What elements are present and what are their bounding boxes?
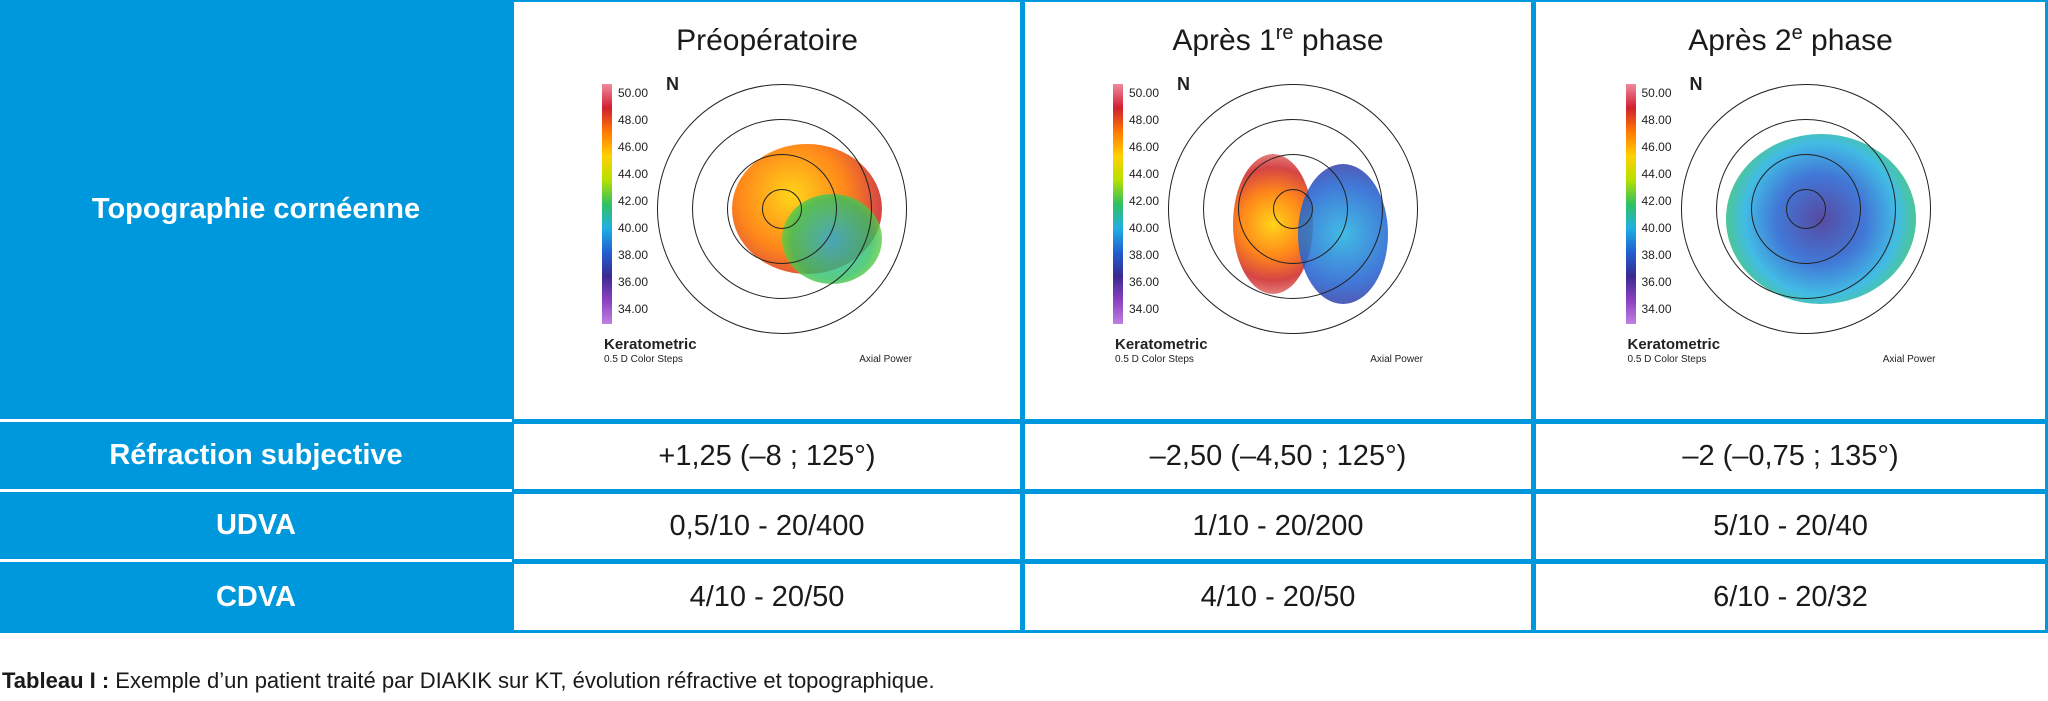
results-table: Topographie cornéenne Préopératoire 50.0… (0, 0, 2048, 633)
map-axial: Axial Power (1882, 354, 1936, 365)
map-label: Keratometric (604, 336, 697, 353)
topography-map: 50.00 48.00 46.00 44.00 42.00 40.00 38.0… (1113, 74, 1443, 394)
column-title: Après 1re phase (1172, 22, 1384, 57)
cdva-cell: 4/10 - 20/50 (1023, 562, 1534, 633)
row-header-label: Topographie cornéenne (91, 193, 421, 225)
cdva-cell: 6/10 - 20/32 (1534, 562, 2048, 633)
refraction-cell: –2,50 (–4,50 ; 125°) (1023, 422, 1534, 492)
map-axial: Axial Power (1370, 354, 1423, 365)
row-header-label: CDVA (215, 581, 297, 613)
column-title: Préopératoire (676, 24, 858, 57)
topography-map: 50.00 48.00 46.00 44.00 42.00 40.00 38.0… (1625, 74, 1956, 394)
udva-cell: 0,5/10 - 20/400 (512, 492, 1023, 562)
udva-cell: 1/10 - 20/200 (1023, 492, 1534, 562)
row-header-udva: UDVA (0, 492, 512, 562)
row-header-label: Réfraction subjective (109, 439, 403, 471)
map-steps: 0.5 D Color Steps (1115, 354, 1194, 365)
refraction-cell: +1,25 (–8 ; 125°) (512, 422, 1023, 492)
color-scale: 50.00 48.00 46.00 44.00 42.00 40.00 38.0… (602, 84, 662, 324)
topography-cell: Préopératoire 50.00 48.00 46.00 44.00 42… (512, 0, 1023, 422)
topography-cell: Après 1re phase 50.00 48.00 46.00 44.00 … (1023, 0, 1534, 422)
udva-cell: 5/10 - 20/40 (1534, 492, 2048, 562)
refraction-cell: –2 (–0,75 ; 135°) (1534, 422, 2048, 492)
column-title: Après 2e phase (1688, 22, 1893, 57)
topography-map: 50.00 48.00 46.00 44.00 42.00 40.00 38.0… (602, 74, 932, 394)
table-caption: Tableau I : Exemple d’un patient traité … (2, 668, 935, 694)
north-marker: N (666, 74, 679, 94)
row-header-topography: Topographie cornéenne (0, 0, 512, 422)
map-label: Keratometric (1627, 336, 1721, 353)
color-scale: 50.00 48.00 46.00 44.00 42.00 40.00 38.0… (1625, 84, 1686, 324)
row-header-cdva: CDVA (0, 562, 512, 633)
topography-cell: Après 2e phase 50.00 48.00 46.00 44.00 4… (1534, 0, 2048, 422)
row-header-label: UDVA (215, 509, 297, 541)
map-steps: 0.5 D Color Steps (604, 354, 683, 365)
north-marker: N (1177, 74, 1190, 94)
map-steps: 0.5 D Color Steps (1627, 354, 1707, 365)
caption-text: Exemple d’un patient traité par DIAKIK s… (109, 668, 935, 693)
map-axial: Axial Power (859, 354, 912, 365)
color-scale: 50.00 48.00 46.00 44.00 42.00 40.00 38.0… (1113, 84, 1173, 324)
north-marker: N (1689, 74, 1703, 94)
caption-label: Tableau I : (2, 668, 110, 693)
map-label: Keratometric (1115, 336, 1208, 353)
row-header-refraction: Réfraction subjective (0, 422, 512, 492)
cdva-cell: 4/10 - 20/50 (512, 562, 1023, 633)
